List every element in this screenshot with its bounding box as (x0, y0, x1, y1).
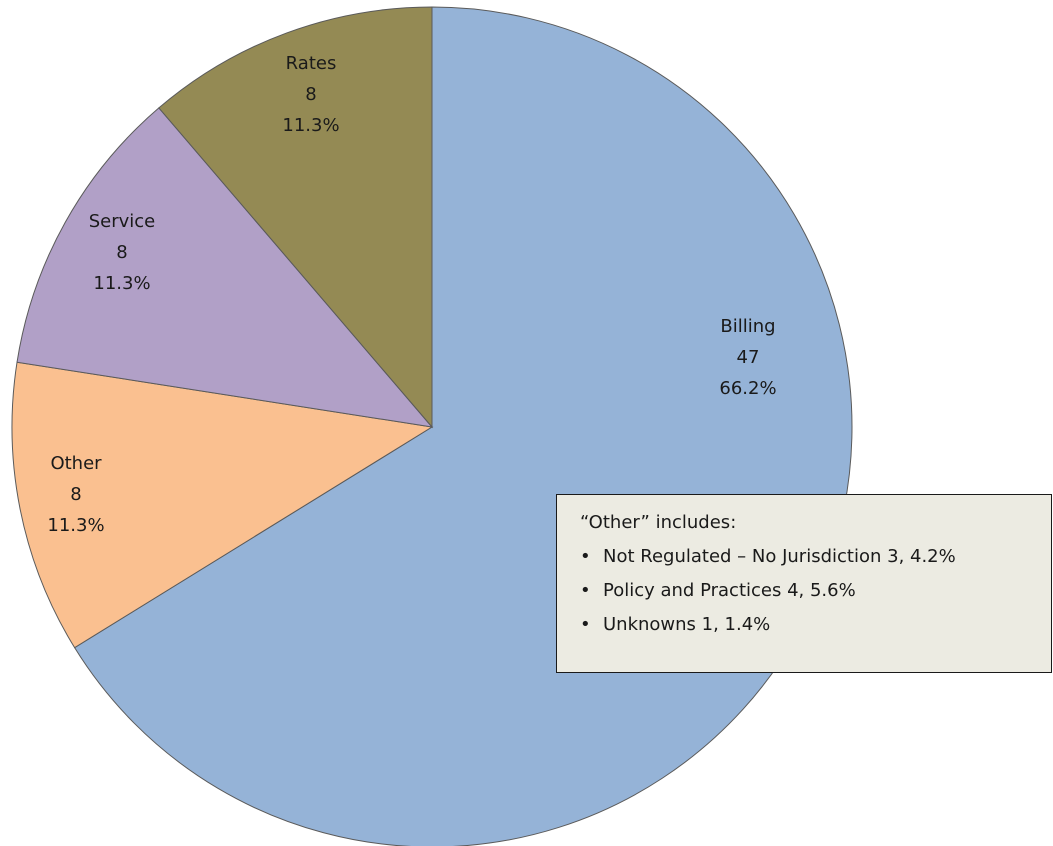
bullet-icon: • (580, 546, 591, 567)
note-item-unknowns: • Unknowns 1, 1.4% (580, 613, 1051, 637)
slice-label-billing: Billing 47 66.2% (719, 316, 776, 399)
other-breakdown-note: “Other” includes: • Not Regulated – No Ju… (556, 494, 1052, 673)
note-item-text: Policy and Practices 4, 5.6% (603, 580, 856, 601)
slice-labels: Billing 47 66.2%Other 8 11.3%Service 8 11.3%Ra… (47, 53, 776, 536)
pie-slice-service (16, 107, 434, 428)
slice-name: Service (89, 211, 156, 232)
bullet-icon: • (580, 614, 591, 635)
slice-name: Other (50, 453, 102, 474)
note-item-policy-practices: • Policy and Practices 4, 5.6% (580, 579, 1051, 603)
note-list: • Not Regulated – No Jurisdiction 3, 4.2%… (580, 545, 1051, 637)
slice-percent: 11.3% (93, 273, 150, 294)
note-item-text: Unknowns 1, 1.4% (603, 614, 771, 635)
slice-value: 8 (116, 242, 127, 263)
slice-percent: 66.2% (719, 378, 776, 399)
slice-value: 8 (305, 84, 316, 105)
note-item-not-regulated: • Not Regulated – No Jurisdiction 3, 4.2% (580, 545, 1051, 569)
pie-slices (11, 6, 853, 846)
slice-value: 47 (737, 347, 760, 368)
slice-value: 8 (70, 484, 81, 505)
pie-slice-rates (158, 6, 433, 429)
slice-name: Billing (720, 316, 775, 337)
bullet-icon: • (580, 580, 591, 601)
slice-label-service: Service 8 11.3% (89, 211, 156, 294)
slice-percent: 11.3% (282, 115, 339, 136)
pie-slice-other (11, 361, 434, 649)
slice-name: Rates (286, 53, 337, 74)
slice-label-rates: Rates 8 11.3% (282, 53, 339, 136)
slice-label-other: Other 8 11.3% (47, 453, 104, 536)
note-item-text: Not Regulated – No Jurisdiction 3, 4.2% (603, 546, 956, 567)
note-title: “Other” includes: (580, 512, 737, 533)
slice-percent: 11.3% (47, 515, 104, 536)
